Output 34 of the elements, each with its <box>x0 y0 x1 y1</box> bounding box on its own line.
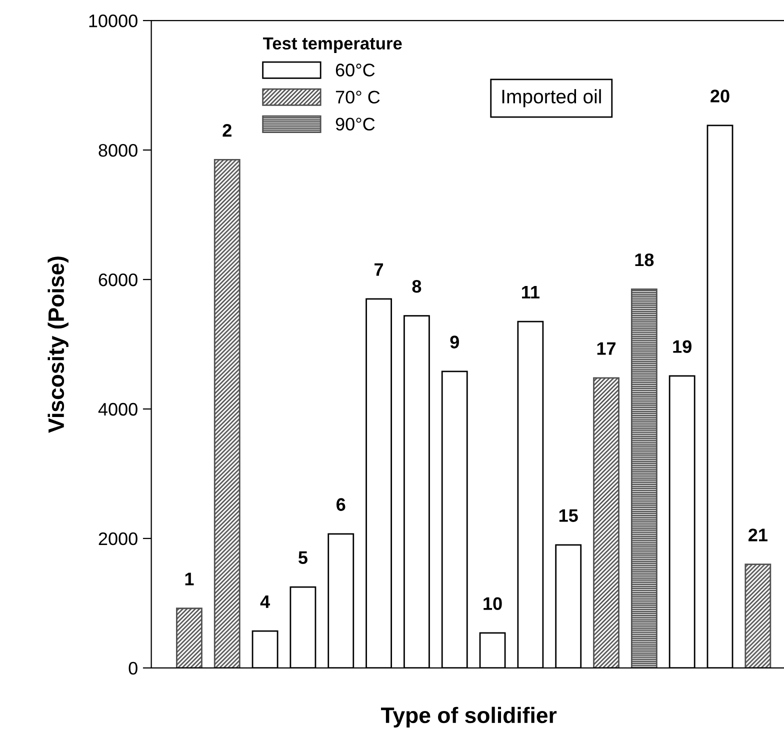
legend-label: 60°C <box>336 64 375 76</box>
legend-label: 70° C <box>336 90 380 104</box>
y-tick-label: 10000 <box>89 14 138 28</box>
x-tick-label: 10 <box>484 597 502 610</box>
y-axis-title: Viscosity (Poise) <box>48 256 68 433</box>
legend-label: 90°C <box>336 118 375 131</box>
x-tick-label: 21 <box>748 528 768 542</box>
x-tick-label: 2 <box>222 124 232 137</box>
x-tick-label: 20 <box>710 90 730 102</box>
bar <box>176 608 202 668</box>
x-tick-label: 17 <box>597 342 616 355</box>
bar <box>593 377 620 668</box>
x-axis-title: Type of solidifier <box>381 706 557 728</box>
y-tick-label: 8000 <box>98 144 138 157</box>
bar <box>214 159 240 668</box>
bar <box>630 288 658 668</box>
x-tick-label: 1 <box>185 572 194 586</box>
x-tick-label: 18 <box>635 253 654 266</box>
x-tick-label: 7 <box>374 263 384 276</box>
y-tick-label: 6000 <box>98 273 138 286</box>
x-tick-label: 9 <box>450 336 459 348</box>
x-tick-label: 15 <box>559 509 578 522</box>
bar <box>744 564 772 668</box>
y-tick-label: 4000 <box>98 402 138 416</box>
x-tick-label: 11 <box>522 286 540 298</box>
y-tick-label: 2000 <box>98 532 138 546</box>
x-tick-label: 8 <box>412 280 422 293</box>
y-tick-label: 0 <box>128 662 138 675</box>
x-tick-label: 6 <box>336 498 346 511</box>
x-tick-label: 5 <box>298 551 308 564</box>
legend-title: Test temperature <box>263 37 402 53</box>
x-tick-label: 19 <box>673 340 692 353</box>
x-tick-label: 4 <box>260 595 270 608</box>
annotation: Imported oil <box>502 89 601 108</box>
